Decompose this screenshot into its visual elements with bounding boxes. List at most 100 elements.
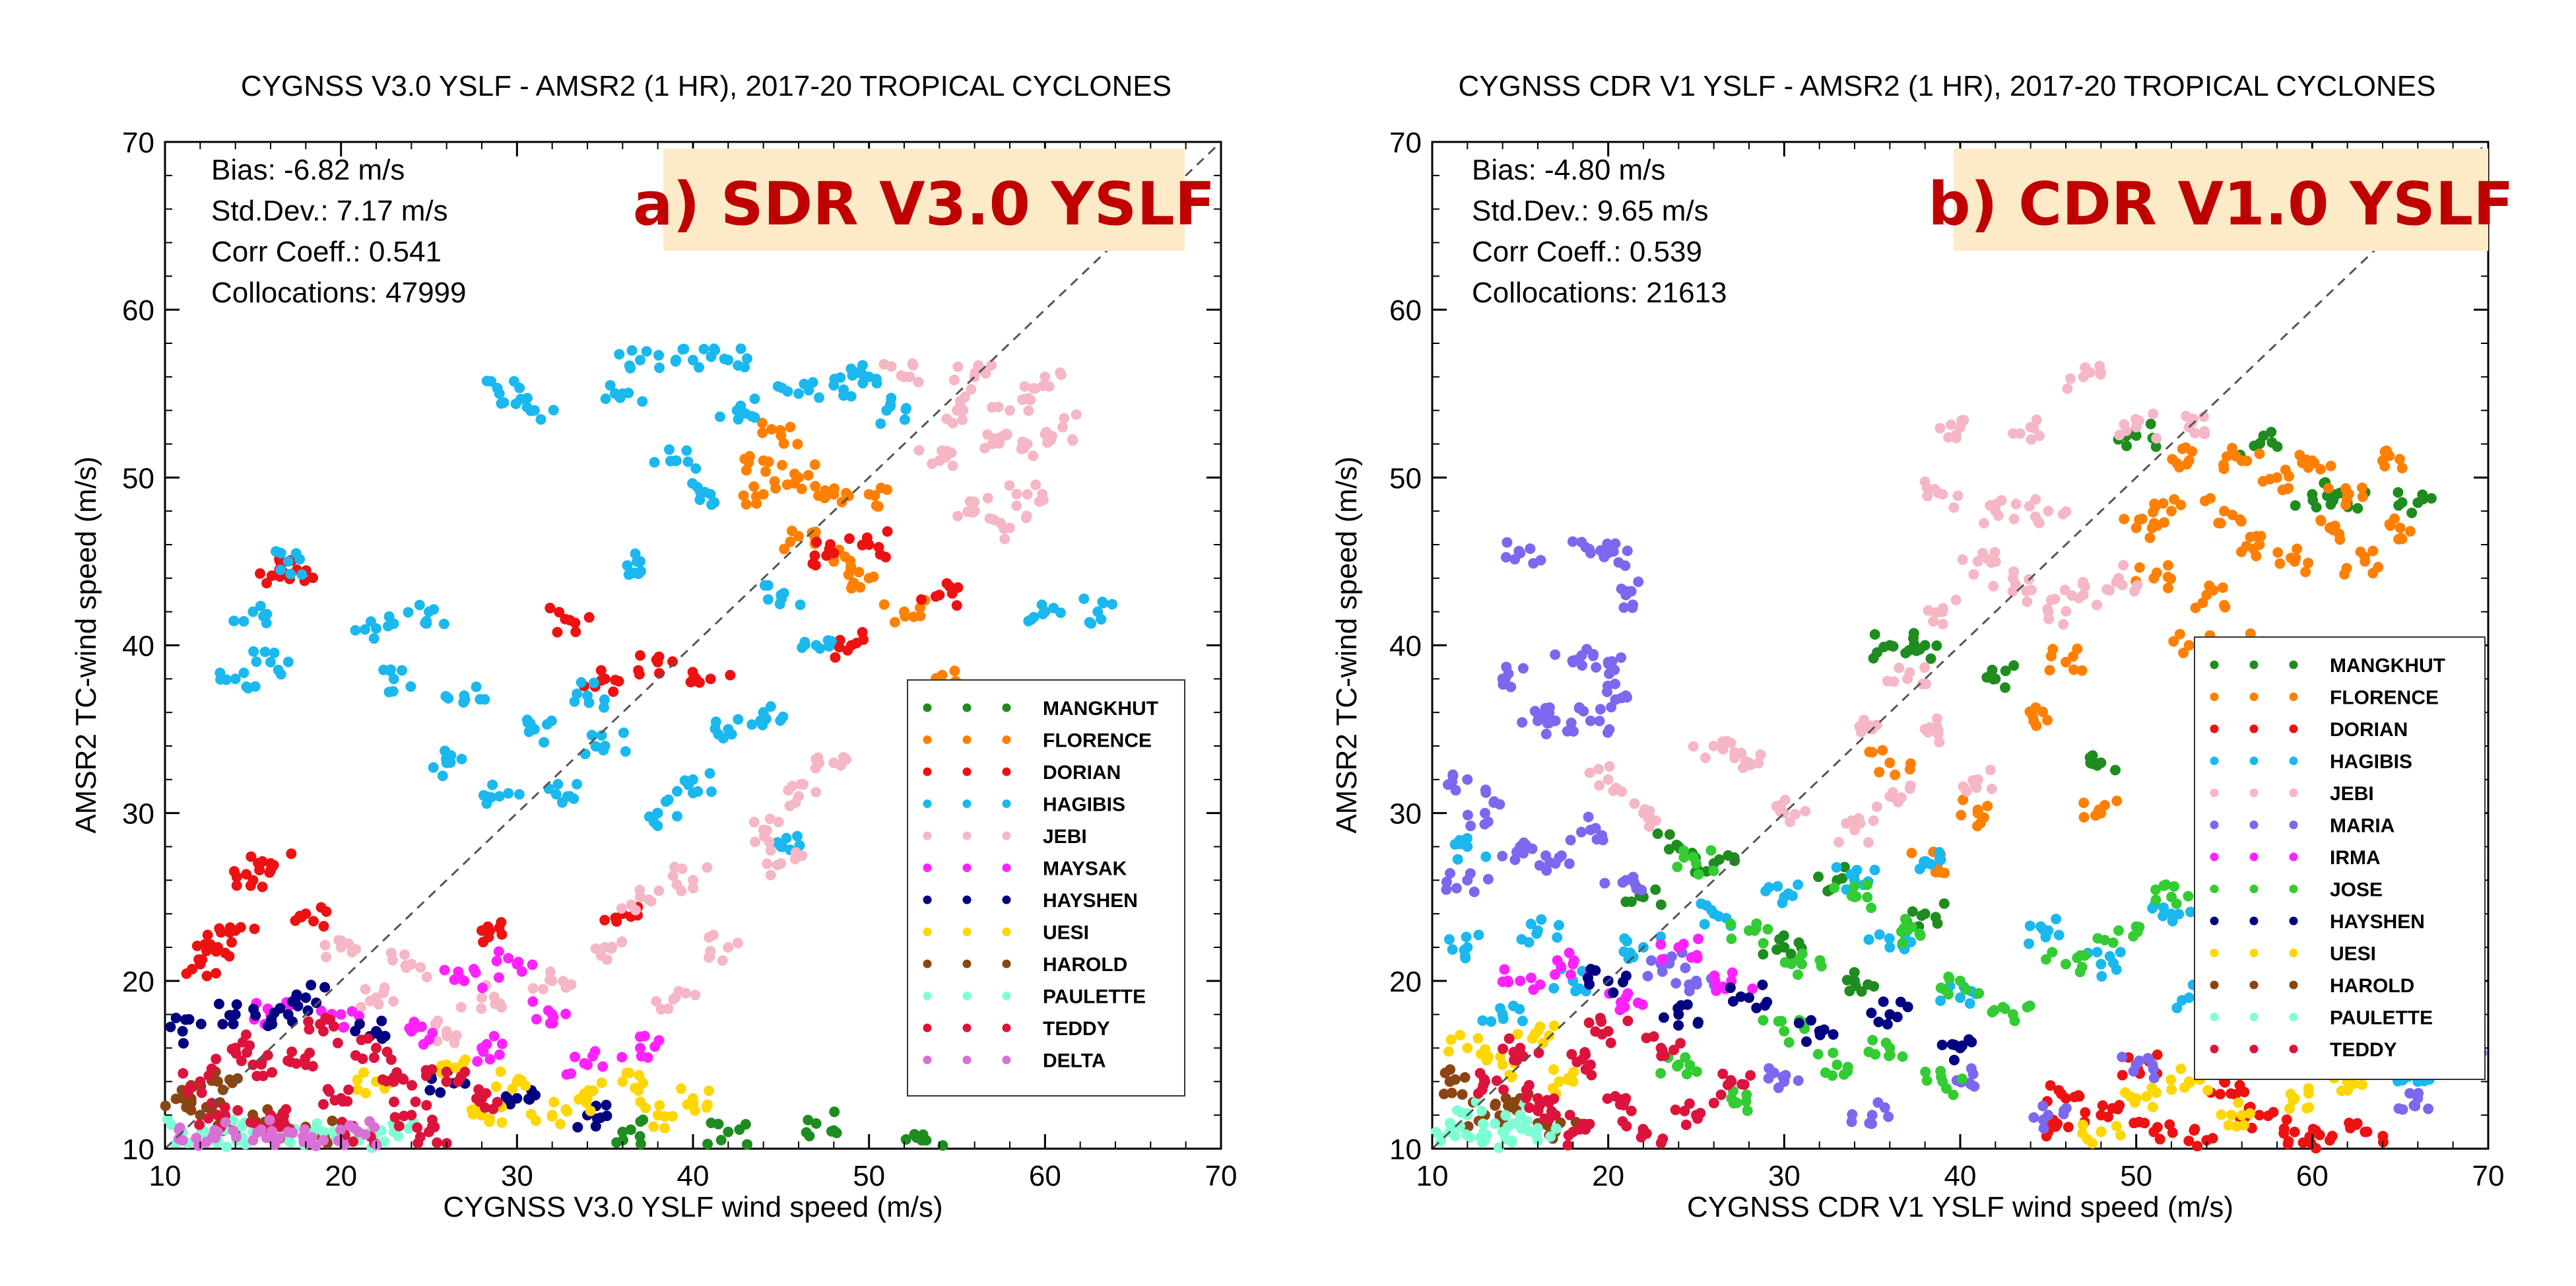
data-point (1898, 923, 1909, 934)
data-point (248, 1135, 259, 1146)
data-point (622, 560, 633, 571)
data-point (2340, 483, 2352, 494)
data-point (748, 817, 760, 828)
data-point (1742, 1105, 1753, 1116)
data-point (1462, 774, 1473, 785)
data-point (476, 1003, 487, 1014)
data-point (1578, 706, 1589, 717)
legend-marker (2210, 885, 2219, 893)
data-point (1841, 818, 1852, 829)
data-point (2394, 454, 2405, 465)
data-point (2426, 492, 2437, 504)
data-point (1989, 547, 2000, 558)
data-point (2068, 664, 2080, 675)
data-point (2248, 543, 2259, 555)
data-point (980, 368, 991, 379)
data-point (667, 1111, 678, 1122)
data-point (2151, 567, 2162, 578)
data-point (1602, 1093, 1613, 1104)
data-point (1508, 1046, 1519, 1058)
data-point (177, 1026, 188, 1037)
data-point (599, 694, 610, 705)
data-point (723, 1126, 734, 1137)
data-point (521, 401, 533, 413)
data-point (2272, 547, 2284, 558)
data-point (801, 1127, 812, 1138)
data-point (813, 490, 824, 501)
data-point (1540, 728, 1552, 739)
x-tick-label: 10 (1416, 1160, 1449, 1192)
data-point (220, 674, 232, 685)
data-point (853, 566, 865, 578)
data-point (2233, 1097, 2244, 1108)
data-point (403, 1123, 414, 1134)
data-point (652, 820, 663, 831)
data-point (525, 718, 536, 729)
data-point (2145, 419, 2156, 430)
data-point (324, 1086, 335, 1097)
data-point (1944, 973, 1955, 984)
data-point (1925, 859, 1936, 870)
data-point (748, 481, 760, 492)
data-point (1757, 979, 1768, 990)
data-point (702, 862, 713, 873)
data-point (355, 1001, 366, 1013)
data-point (2360, 551, 2371, 562)
data-point (717, 955, 728, 966)
data-point (496, 1001, 508, 1013)
legend-label: HAYSHEN (2330, 911, 2425, 933)
data-point (1928, 616, 1939, 627)
data-point (546, 715, 557, 726)
data-point (2167, 1127, 2178, 1138)
data-point (1564, 947, 1575, 959)
data-point (1699, 918, 1710, 930)
data-point (1577, 660, 1588, 671)
data-point (403, 607, 414, 618)
data-point (1500, 552, 1511, 563)
data-point (601, 1110, 612, 1122)
data-point (1882, 1019, 1893, 1030)
data-point (1949, 1039, 1960, 1050)
data-point (407, 1080, 418, 1091)
data-point (1491, 1075, 1502, 1087)
data-point (1523, 1126, 1535, 1137)
data-point (251, 1070, 263, 1081)
data-point (1935, 1066, 1946, 1077)
data-point (214, 923, 225, 934)
data-point (719, 353, 730, 364)
legend-marker (962, 895, 972, 904)
data-point (2176, 995, 2187, 1006)
data-point (1755, 749, 1766, 761)
data-point (2254, 1110, 2265, 1121)
data-point (1934, 423, 1946, 434)
data-point (921, 1135, 932, 1146)
data-point (1847, 1109, 1858, 1120)
data-point (1987, 664, 1998, 675)
data-point (704, 768, 715, 779)
data-point (364, 1116, 375, 1127)
legend-marker (2289, 916, 2298, 926)
data-point (195, 1076, 206, 1087)
data-point (2207, 1133, 2218, 1144)
data-point (1636, 885, 1647, 896)
data-point (2348, 1078, 2359, 1089)
data-point (1684, 986, 1695, 997)
data-point (443, 693, 454, 704)
data-point (688, 875, 698, 886)
data-point (750, 491, 762, 502)
data-point (1564, 858, 1575, 869)
legend-label: JEBI (2330, 783, 2374, 805)
data-point (2087, 1137, 2098, 1149)
data-point (513, 957, 524, 968)
x-tick-label: 30 (501, 1160, 533, 1192)
data-point (1812, 1048, 1824, 1060)
data-point (1842, 1066, 1853, 1077)
data-point (875, 418, 886, 429)
data-point (907, 358, 918, 369)
data-point (630, 904, 642, 916)
data-point (471, 1093, 482, 1104)
legend-entry: FLORENCE (923, 730, 1152, 752)
data-point (2315, 514, 2327, 525)
data-point (2075, 950, 2086, 961)
